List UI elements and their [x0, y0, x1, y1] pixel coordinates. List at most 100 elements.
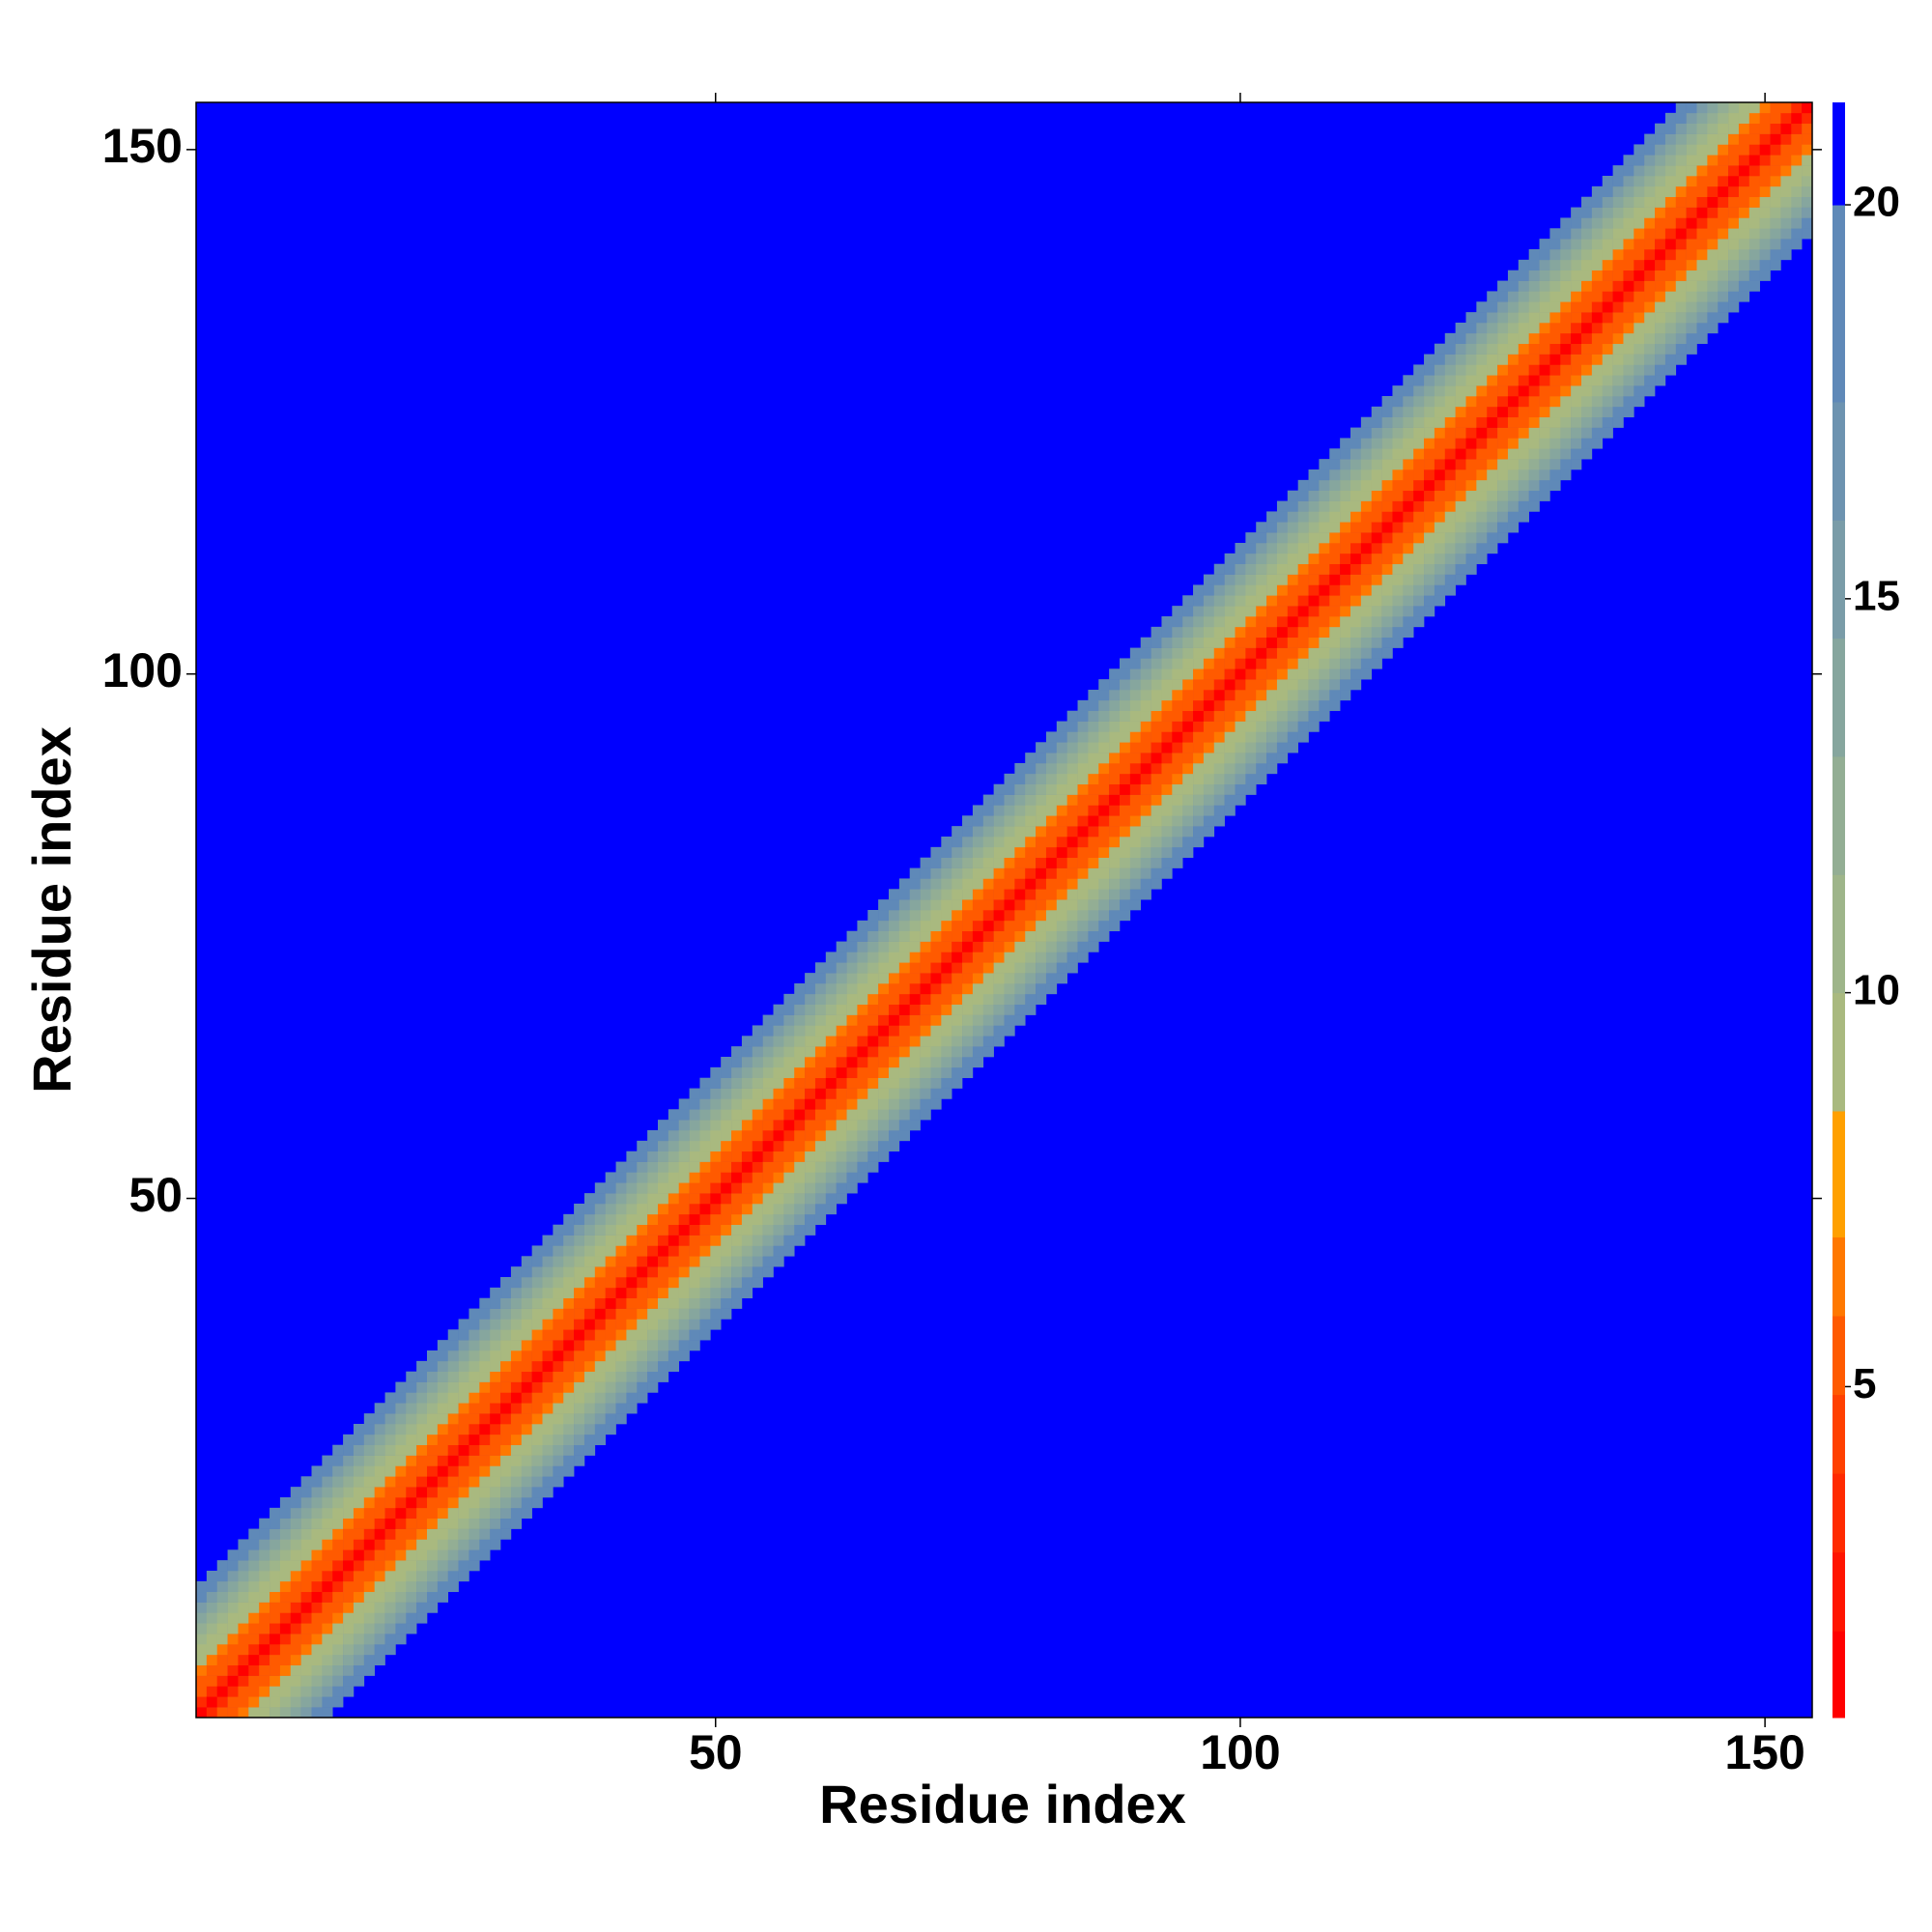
cell [1738, 217, 1750, 229]
cell [427, 1560, 439, 1572]
cell [1623, 406, 1634, 418]
cell [1140, 815, 1151, 827]
cell [1056, 973, 1067, 984]
cell [1235, 773, 1246, 785]
cell [1738, 228, 1750, 240]
cell [1549, 332, 1561, 345]
cell [1036, 805, 1047, 816]
cell [1140, 690, 1151, 701]
cell [1077, 837, 1089, 848]
cell [805, 1193, 816, 1205]
cell [1770, 228, 1781, 240]
cell [1497, 416, 1509, 428]
cell [1738, 280, 1750, 292]
cell [259, 1707, 270, 1719]
cell [1182, 742, 1194, 753]
cell [678, 1130, 690, 1142]
cell [1718, 207, 1729, 218]
cell [1655, 144, 1666, 156]
cell [1381, 469, 1393, 481]
cell [889, 941, 900, 952]
cell [1004, 1025, 1015, 1037]
cell [1748, 207, 1760, 218]
cell [783, 1077, 795, 1089]
cell [1634, 144, 1645, 156]
cell [972, 941, 984, 952]
cell [227, 1686, 239, 1697]
cell [1591, 185, 1604, 198]
cell [1151, 679, 1162, 691]
cell [1560, 364, 1572, 376]
cell [1738, 112, 1750, 125]
cell [1109, 783, 1121, 795]
cell [1151, 668, 1162, 680]
cell [1014, 837, 1026, 848]
cell [825, 1172, 837, 1183]
cell [1297, 710, 1309, 722]
cell [637, 1308, 648, 1320]
cell [814, 1140, 827, 1152]
cell [594, 1403, 606, 1414]
cell [1549, 249, 1561, 261]
cell [1487, 396, 1498, 408]
cell [752, 1245, 763, 1257]
cell [1434, 448, 1446, 460]
cell [574, 1287, 585, 1299]
cell [1193, 699, 1205, 712]
cell [1424, 427, 1435, 439]
cell [1245, 616, 1257, 628]
cell [1360, 438, 1373, 449]
cell [1045, 815, 1058, 827]
cell [1235, 647, 1246, 659]
cell [605, 1224, 616, 1236]
cell [1770, 259, 1781, 271]
cell [1066, 930, 1078, 942]
cell [1276, 690, 1289, 701]
cell [857, 1130, 868, 1142]
cell [1549, 438, 1561, 449]
cell [279, 1591, 292, 1603]
cell [846, 983, 858, 995]
cell [1340, 616, 1351, 628]
cell [889, 910, 900, 922]
cell [836, 1025, 847, 1037]
cell [1759, 259, 1771, 271]
cell [1634, 270, 1645, 281]
cell [1360, 459, 1373, 470]
cell [1718, 196, 1729, 208]
cell [363, 1634, 375, 1645]
cell [982, 867, 994, 879]
cell [1455, 563, 1466, 575]
cell [889, 952, 900, 963]
cell [1791, 185, 1803, 198]
cell [521, 1287, 532, 1299]
cell [583, 1193, 596, 1205]
cell [374, 1424, 385, 1435]
cell [500, 1518, 512, 1529]
cell [563, 1340, 575, 1351]
cell [615, 1213, 627, 1226]
cell [1056, 910, 1067, 922]
cell [647, 1266, 659, 1278]
cell [1770, 196, 1781, 208]
cell [1098, 794, 1110, 806]
cell [962, 1066, 974, 1079]
cell [1518, 364, 1529, 376]
cell [427, 1571, 439, 1582]
cell [825, 1204, 837, 1215]
cell [1193, 794, 1205, 806]
cell [1581, 343, 1593, 355]
cell [1256, 773, 1267, 785]
cell [1287, 563, 1298, 575]
cell [594, 1340, 606, 1351]
cell [867, 1057, 879, 1068]
cell [668, 1308, 680, 1320]
cell [1098, 710, 1110, 722]
cell [1392, 553, 1404, 565]
cell [1738, 196, 1750, 208]
cell [982, 846, 994, 859]
cell [406, 1487, 417, 1498]
cell [1066, 794, 1078, 806]
cell [941, 837, 952, 848]
cell [898, 878, 911, 890]
